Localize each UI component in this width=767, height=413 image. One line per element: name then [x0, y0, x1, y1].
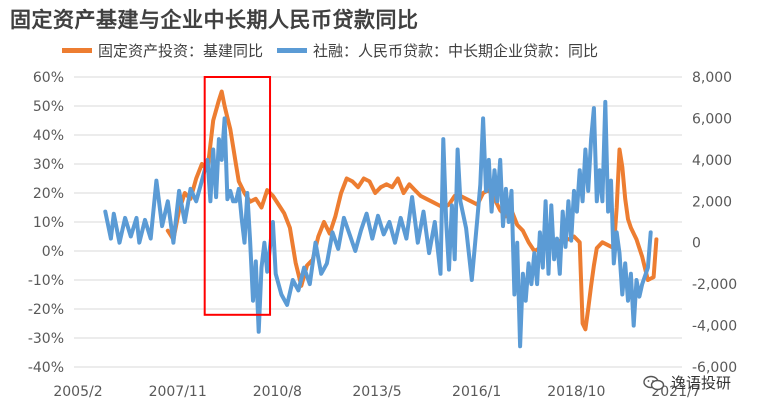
legend-entry-tsf: 社融：人民币贷款：中长期企业贷款：同比	[277, 40, 598, 61]
left-y-tick-label: 50%	[33, 99, 64, 115]
x-tick-label: 2016/1	[452, 384, 501, 400]
wechat-icon	[643, 375, 665, 390]
left-y-tick-label: 60%	[33, 70, 64, 86]
right-y-tick-label: -4,000	[692, 319, 737, 335]
legend-swatch-fai	[62, 48, 92, 53]
chart-legend: 固定资产投资：基建同比 社融：人民币贷款：中长期企业贷款：同比	[62, 40, 612, 61]
chart-title: 固定资产基建与企业中长期人民币贷款同比	[10, 8, 419, 32]
right-y-tick-label: 6,000	[692, 111, 732, 127]
x-tick-label: 2005/2	[53, 384, 102, 400]
watermark: 逸语投研	[643, 372, 731, 393]
highlight-box	[203, 76, 272, 316]
left-y-tick-label: -10%	[28, 273, 64, 289]
x-tick-label: 2013/5	[352, 384, 401, 400]
right-y-tick-label: 2,000	[692, 194, 732, 210]
left-y-tick-label: 10%	[33, 215, 64, 231]
left-y-tick-label: -40%	[28, 360, 64, 376]
legend-label-fai: 固定资产投资：基建同比	[98, 42, 264, 60]
left-y-tick-label: 0%	[42, 244, 64, 260]
legend-label-tsf: 社融：人民币贷款：中长期企业贷款：同比	[313, 42, 599, 60]
left-y-tick-label: -30%	[28, 331, 64, 347]
x-axis: 2005/2 2007/11 2010/8 2013/5 2016/1 2018/10 20…	[53, 384, 700, 400]
right-y-tick-label: -6,000	[692, 360, 737, 376]
right-y-tick-label: 8,000	[692, 70, 732, 86]
right-y-tick-label: 4,000	[692, 153, 732, 169]
x-tick-label: 2018/10	[547, 384, 605, 400]
watermark-text: 逸语投研	[671, 374, 732, 392]
left-y-tick-label: 30%	[33, 157, 64, 173]
right-y-axis: 8,000 6,000 4,000 2,000 0 -2,000 -4,000 -6,000	[692, 70, 737, 376]
x-tick-label: 2021/7	[651, 384, 700, 400]
right-y-tick-label: 0	[692, 236, 701, 252]
series-line-fai-growth	[165, 89, 659, 332]
x-tick-label: 2010/8	[253, 384, 302, 400]
legend-entry-fai: 固定资产投资：基建同比	[62, 40, 263, 61]
left-y-axis: 60% 50% 40% 30% 20% 10% 0% -10% -20% -30% -40%	[28, 70, 64, 376]
series-line-tsf-loans	[103, 99, 653, 349]
legend-swatch-tsf	[277, 48, 308, 53]
left-y-tick-label: -20%	[28, 302, 64, 318]
right-y-tick-label: -2,000	[692, 277, 737, 293]
series-lines	[103, 89, 659, 349]
x-tick-label: 2007/11	[149, 384, 207, 400]
left-y-tick-label: 40%	[33, 128, 64, 144]
left-y-tick-label: 20%	[33, 186, 64, 202]
